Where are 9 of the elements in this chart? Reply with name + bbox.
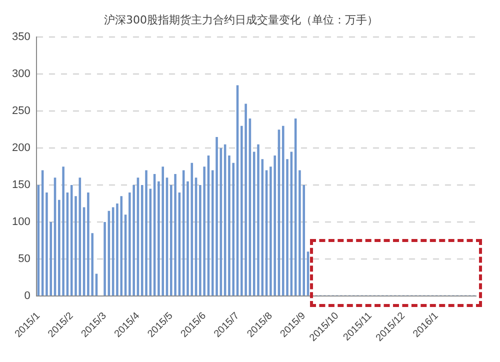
y-tick-label: 300: [12, 68, 30, 80]
y-tick-label: 100: [12, 216, 30, 228]
y-tick-label: 150: [12, 179, 30, 192]
y-tick-label: 350: [12, 31, 30, 44]
y-tick-label: 250: [12, 105, 30, 118]
y-tick-label: 200: [12, 142, 30, 154]
chart-title: 沪深300股指期货主力合约日成交量变化（单位：万手）: [104, 13, 378, 26]
y-tick-label: 0: [24, 290, 30, 302]
y-tick-label: 50: [18, 253, 30, 266]
